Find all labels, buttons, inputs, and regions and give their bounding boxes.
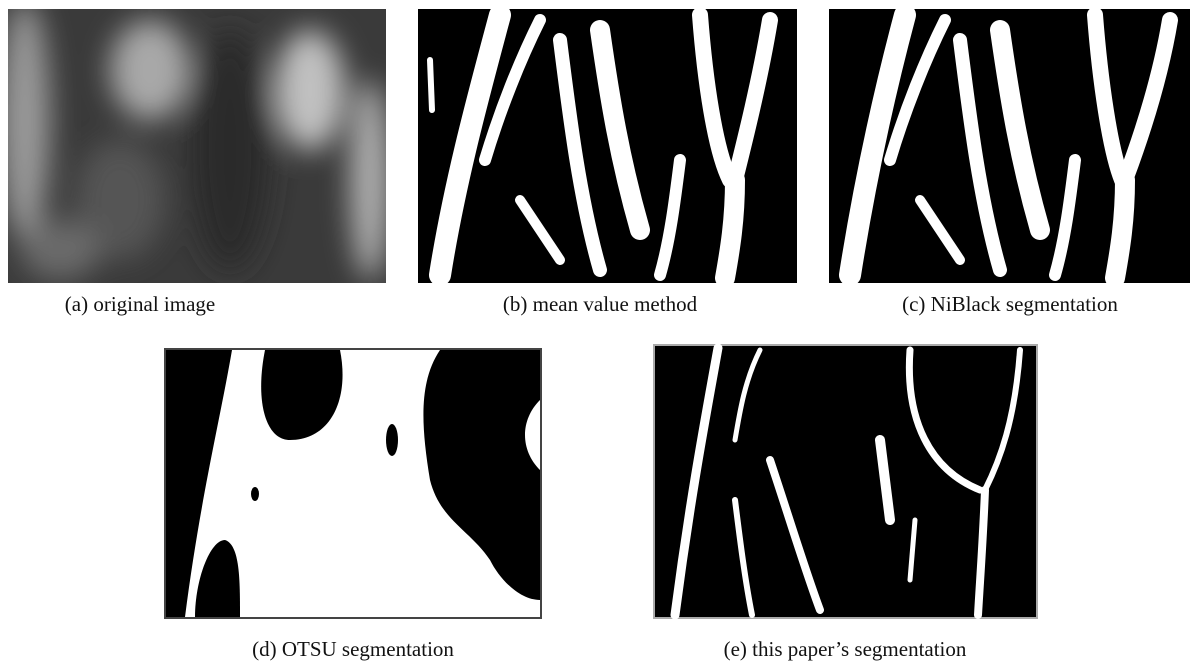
otsu-result — [165, 349, 541, 618]
figure: (a) original image (b) mean value method… — [0, 0, 1199, 666]
panel-caption: (e) this paper’s segmentation — [724, 637, 967, 662]
proposed-result — [654, 345, 1037, 618]
panel-caption: (b) mean value method — [503, 292, 697, 317]
figure-images — [0, 0, 1199, 666]
original-image — [0, 0, 390, 283]
niblack-result — [829, 9, 1190, 283]
panel-caption: (d) OTSU segmentation — [252, 637, 454, 662]
panel-caption: (c) NiBlack segmentation — [902, 292, 1118, 317]
mean-value-result — [418, 9, 797, 283]
panel-caption: (a) original image — [65, 292, 215, 317]
